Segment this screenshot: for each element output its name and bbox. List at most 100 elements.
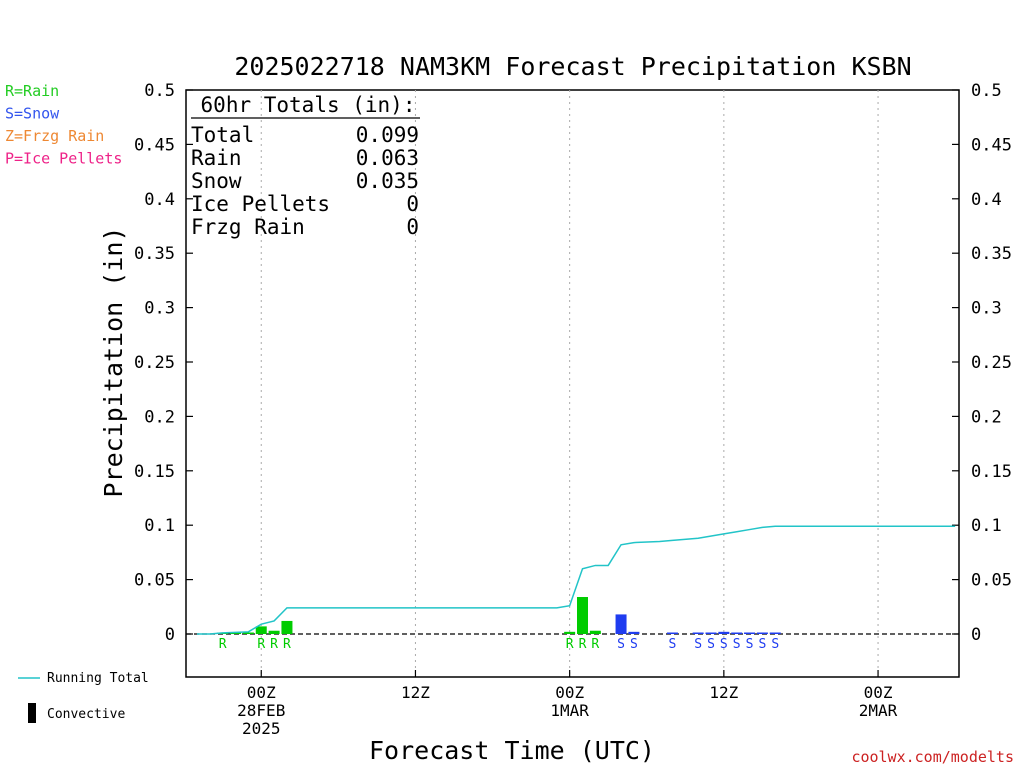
- precip-type-marker: S: [720, 637, 728, 652]
- totals-box: 60hr Totals (in): Total 0.099 Rain 0.063 Sno…: [191, 93, 420, 239]
- y-tick-label: 0.1: [144, 516, 175, 536]
- precip-bar: [242, 632, 254, 634]
- type-legend: R=Rain S=Snow Z=Frzg Rain P=Ice Pellets: [5, 82, 122, 168]
- y-tick-label-right: 0.35: [971, 244, 1012, 264]
- running-total-legend-label: Running Total: [47, 671, 149, 686]
- precip-type-marker: S: [694, 637, 702, 652]
- y-tick-label-right: 0.5: [971, 81, 1002, 101]
- x-tick-label: 2MAR: [859, 701, 898, 720]
- x-tick-label: 12Z: [401, 683, 430, 702]
- totals-row-value: 0.099: [356, 123, 419, 147]
- totals-row-value: 0: [406, 215, 419, 239]
- y-tick-label: 0.15: [134, 462, 175, 482]
- chart-title: 2025022718 NAM3KM Forecast Precipitation…: [234, 52, 911, 81]
- precip-bar: [255, 626, 267, 634]
- site-credit: coolwx.com/modelts: [851, 748, 1014, 766]
- precip-type-marker: R: [566, 637, 574, 652]
- precip-type-marker: S: [669, 637, 677, 652]
- totals-row-label: Frzg Rain: [191, 215, 305, 239]
- x-axis-label: Forecast Time (UTC): [369, 736, 655, 765]
- precip-bar: [230, 632, 242, 634]
- gridlines: [260, 90, 879, 677]
- y-tick-label-right: 0.45: [971, 135, 1012, 155]
- totals-row-label: Ice Pellets: [191, 192, 330, 216]
- precip-type-marker: R: [219, 637, 227, 652]
- precip-bars: [217, 597, 781, 634]
- precip-bar: [705, 632, 717, 634]
- precip-type-marker: R: [591, 637, 599, 652]
- precip-bar: [281, 620, 293, 634]
- precip-bar: [744, 632, 756, 634]
- x-tick-label: 28FEB: [237, 701, 285, 720]
- x-tick-label: 00Z: [555, 683, 584, 702]
- x-tick-label: 1MAR: [550, 701, 589, 720]
- precip-type-marker: R: [257, 637, 265, 652]
- plot-frame: [185, 89, 960, 678]
- precip-type-marker: S: [771, 637, 779, 652]
- y-tick-label: 0.2: [144, 407, 175, 427]
- y-tick-label: 0.45: [134, 135, 175, 155]
- y-tick-label-right: 0.1: [971, 516, 1002, 536]
- y-tick-label-right: 0.4: [971, 190, 1002, 210]
- precip-bar: [769, 632, 781, 634]
- x-tick-label: 2025: [242, 719, 281, 738]
- precip-bar: [756, 632, 768, 634]
- y-tick-label: 0.35: [134, 244, 175, 264]
- type-legend-item: S=Snow: [5, 105, 60, 123]
- y-tick-label-right: 0.3: [971, 299, 1002, 319]
- precip-bar: [628, 631, 640, 634]
- totals-row-value: 0.063: [356, 146, 419, 170]
- precip-type-marker: R: [270, 637, 278, 652]
- precip-bar: [718, 631, 730, 634]
- convective-legend-swatch: [28, 703, 36, 723]
- x-tick-label: 00Z: [247, 683, 276, 702]
- totals-row-value: 0.035: [356, 169, 419, 193]
- precip-bar: [666, 632, 678, 634]
- y-tick-label-right: 0.2: [971, 407, 1002, 427]
- precip-type-marker: S: [617, 637, 625, 652]
- totals-rows: Total 0.099 Rain 0.063 Snow 0.035 Ice Pellets 0…: [191, 123, 419, 239]
- y-tick-label: 0.4: [144, 190, 175, 210]
- totals-header: 60hr Totals (in):: [201, 93, 416, 117]
- precip-type-marker: R: [283, 637, 291, 652]
- type-legend-item: P=Ice Pellets: [5, 150, 122, 168]
- precip-type-marker: S: [707, 637, 715, 652]
- type-legend-item: Z=Frzg Rain: [5, 127, 104, 145]
- totals-row-label: Total: [191, 123, 254, 147]
- precip-type-marker: S: [733, 637, 741, 652]
- totals-row-value: 0: [406, 192, 419, 216]
- precip-type-marker: S: [746, 637, 754, 652]
- precip-bar: [564, 631, 576, 634]
- y-tick-label-right: 0.05: [971, 571, 1012, 591]
- y-tick-label: 0: [165, 625, 175, 645]
- totals-row-label: Snow: [191, 169, 242, 193]
- y-tick-label-right: 0.25: [971, 353, 1012, 373]
- precip-bar: [268, 630, 280, 634]
- y-axis-label: Precipitation (in): [99, 227, 128, 498]
- precip-bar: [577, 597, 588, 634]
- y-tick-label: 0.25: [134, 353, 175, 373]
- y-tick-label: 0.3: [144, 299, 175, 319]
- running-total-line: [197, 525, 956, 635]
- precip-bar: [589, 630, 601, 634]
- series-legend: Running Total Convective: [18, 671, 149, 723]
- x-tick-label: 12Z: [709, 683, 738, 702]
- precip-type-marker: S: [630, 637, 638, 652]
- y-tick-label: 0.5: [144, 81, 175, 101]
- precip-bar: [731, 632, 743, 634]
- precip-bar: [692, 632, 704, 634]
- x-tick-label: 00Z: [864, 683, 893, 702]
- type-legend-item: R=Rain: [5, 82, 59, 100]
- y-axis-right: 0 0.05 0.1 0.15 0.2 0.25 0.3 0.35 0.4 0.45 0.5: [952, 81, 1012, 645]
- y-tick-label-right: 0.15: [971, 462, 1012, 482]
- precip-type-marker: R: [579, 637, 587, 652]
- y-tick-label-right: 0: [971, 625, 981, 645]
- precip-bar: [615, 614, 627, 634]
- y-tick-label: 0.05: [134, 571, 175, 591]
- precip-type-marker: S: [758, 637, 766, 652]
- y-axis-left: 0 0.05 0.1 0.15 0.2 0.25 0.3 0.35 0.4 0.45 0.5: [134, 81, 193, 645]
- totals-row-label: Rain: [191, 146, 242, 170]
